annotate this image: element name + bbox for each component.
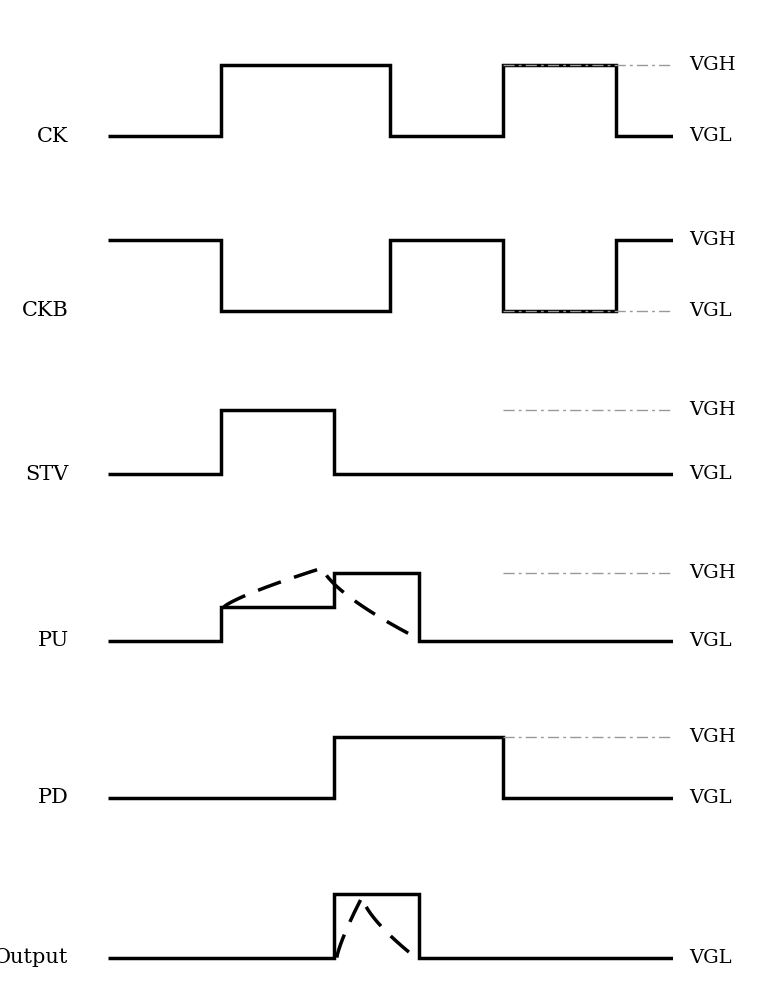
Text: Output: Output	[0, 948, 69, 967]
Text: VGH: VGH	[690, 56, 736, 74]
Text: VGL: VGL	[690, 949, 732, 967]
Text: VGH: VGH	[690, 401, 736, 419]
Text: VGH: VGH	[690, 231, 736, 249]
Text: VGH: VGH	[690, 564, 736, 582]
Text: PU: PU	[37, 631, 69, 650]
Text: STV: STV	[26, 465, 69, 484]
Text: VGL: VGL	[690, 632, 732, 650]
Text: CK: CK	[37, 127, 69, 146]
Text: VGL: VGL	[690, 302, 732, 320]
Text: PD: PD	[38, 788, 69, 807]
Text: CKB: CKB	[22, 301, 69, 320]
Text: VGL: VGL	[690, 465, 732, 483]
Text: VGL: VGL	[690, 789, 732, 807]
Text: VGH: VGH	[690, 728, 736, 746]
Text: VGL: VGL	[690, 127, 732, 145]
